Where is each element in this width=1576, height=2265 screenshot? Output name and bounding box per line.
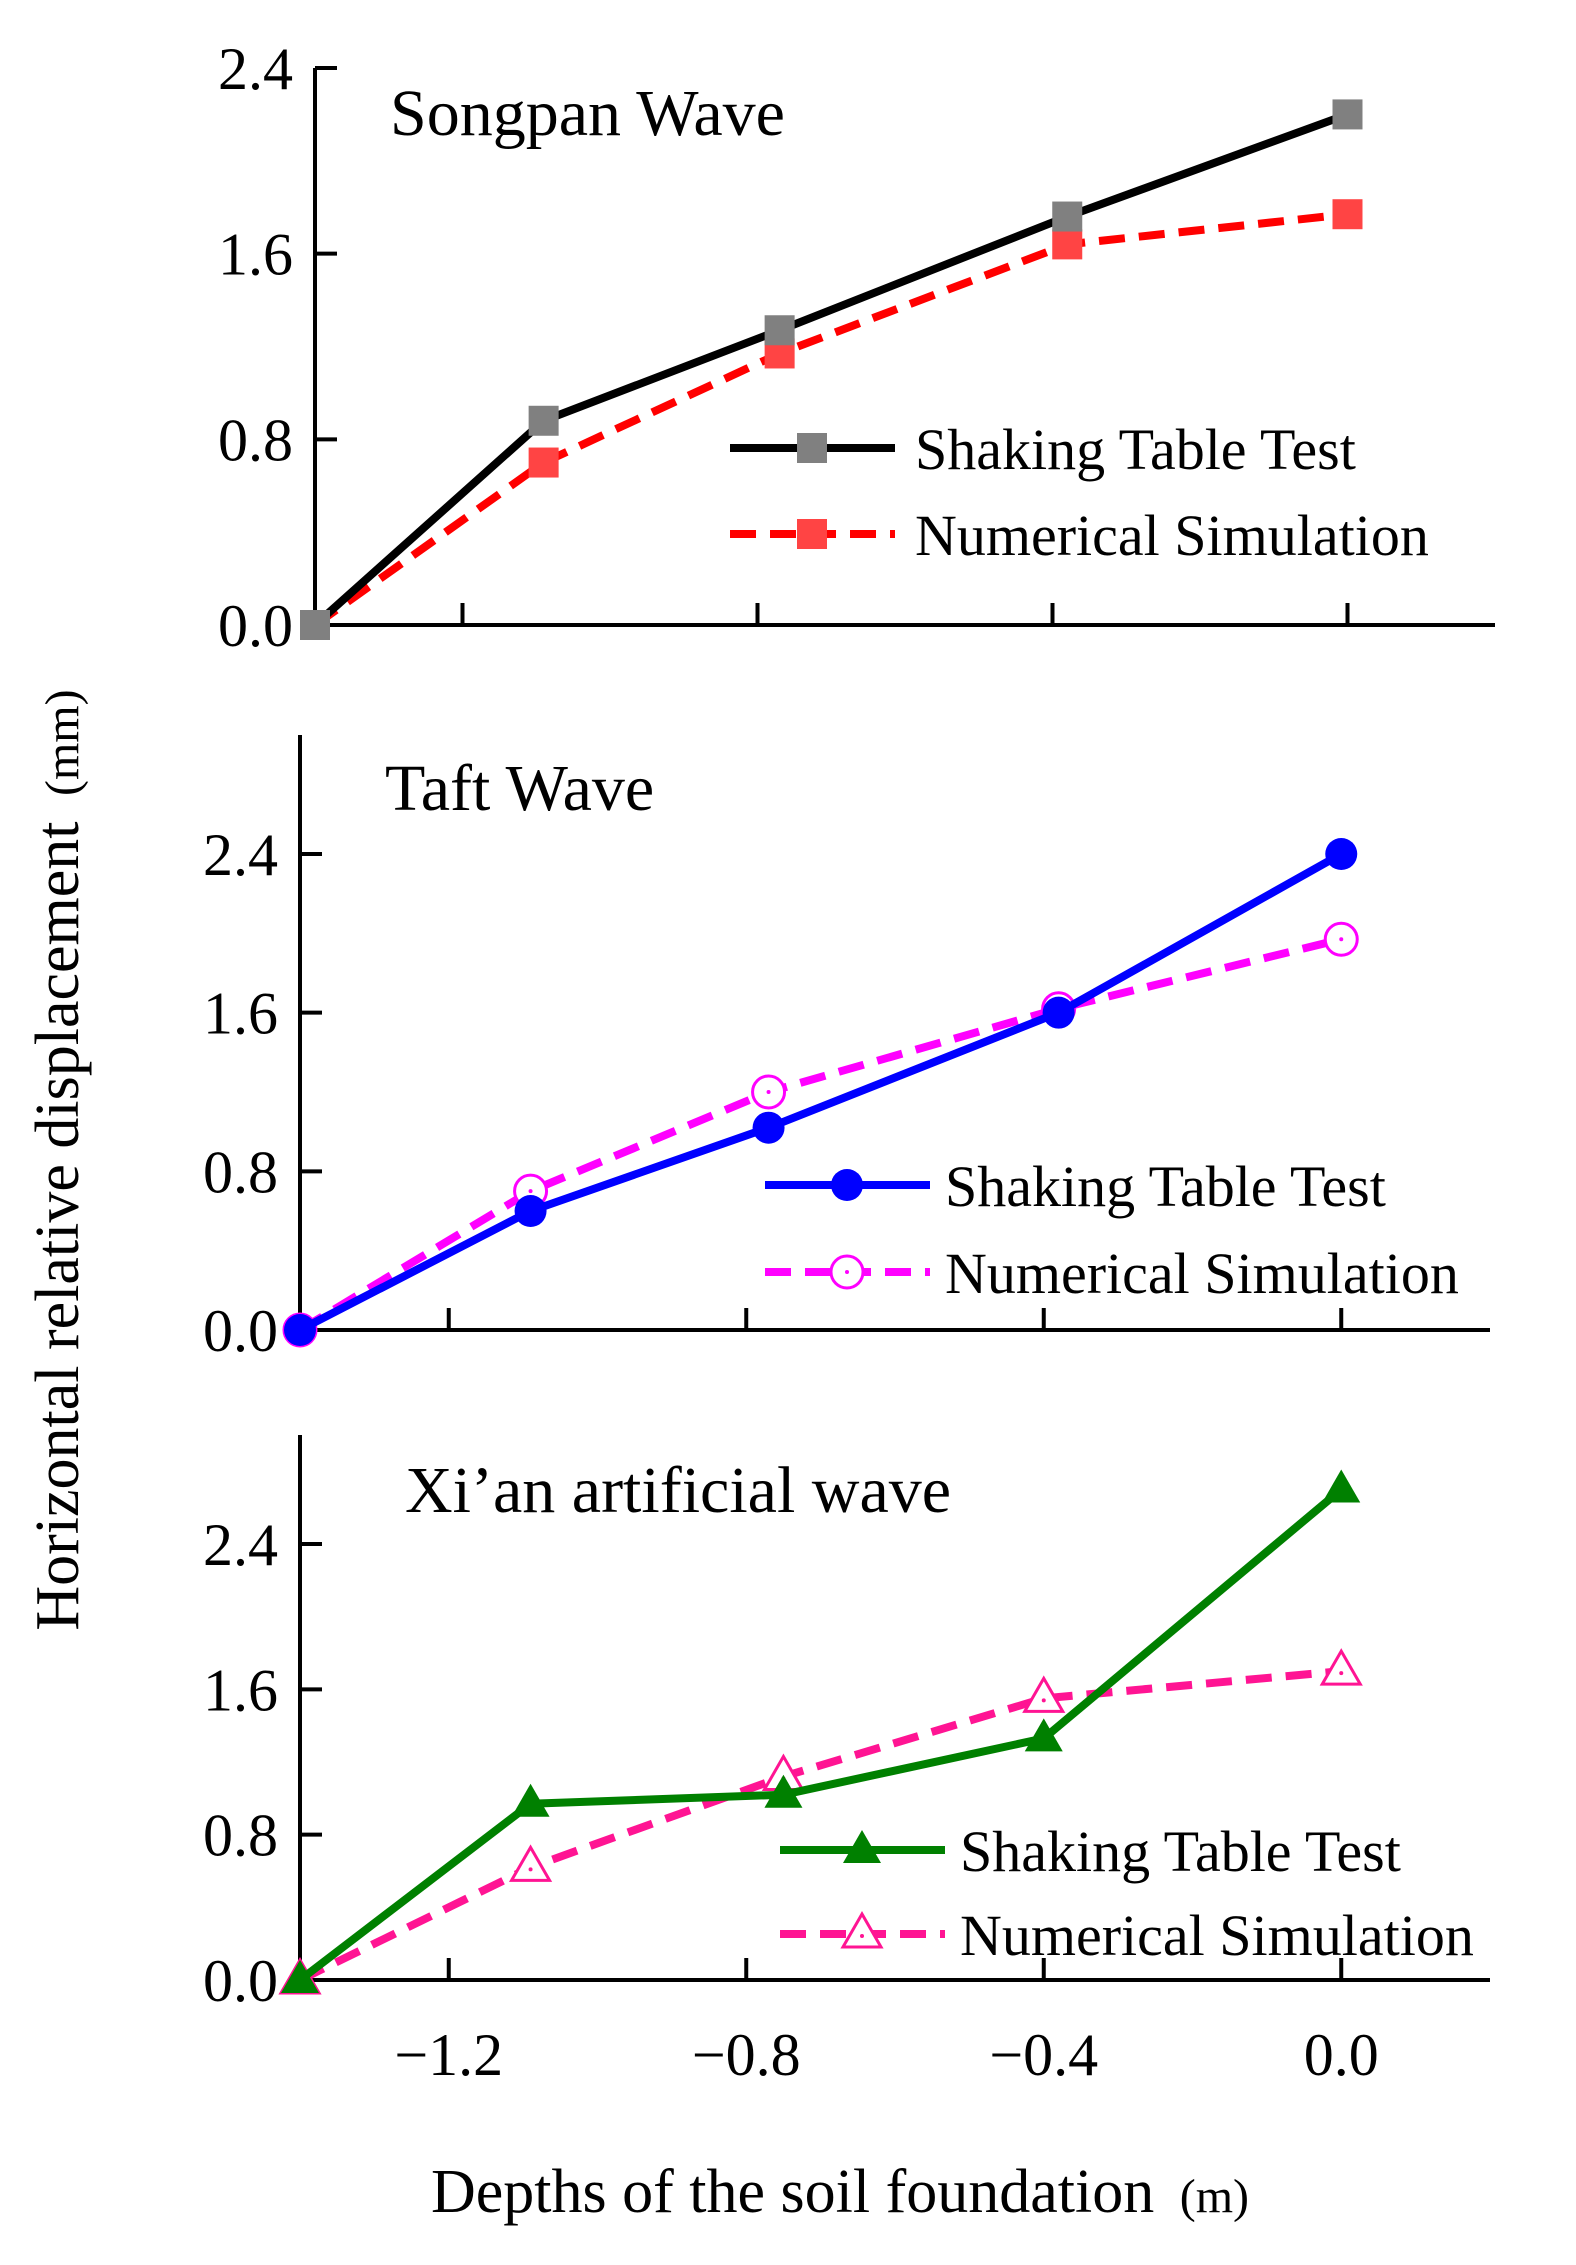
y-tick-label: 1.6 [203, 1657, 278, 1723]
x-tick-label: 0.0 [1304, 2022, 1379, 2088]
data-point [528, 405, 559, 436]
legend-label: Shaking Table Test [960, 1819, 1401, 1884]
data-point [1024, 1718, 1063, 1752]
legend: Shaking Table Test Numerical Simulation [730, 417, 1429, 568]
panel-title: Taft Wave [385, 752, 654, 825]
y-tick-label: 0.0 [203, 1298, 278, 1364]
data-point-dot [528, 1189, 533, 1194]
y-tick-label: 1.6 [218, 222, 293, 288]
data-point [1022, 1675, 1066, 1713]
legend-label: Shaking Table Test [945, 1154, 1386, 1219]
data-point-dot [1041, 1698, 1046, 1703]
panel-2: 0.0 0.8 1.6 2.4 Taft Wave Shaking Table Test N… [203, 735, 1490, 1364]
data-point [514, 1195, 547, 1227]
legend-label: Numerical Simulation [960, 1903, 1474, 1968]
data-point [1052, 201, 1083, 232]
x-tick-label: −0.4 [989, 2022, 1098, 2088]
y-tick-label: 0.8 [203, 1803, 278, 1869]
x-axis-label-text: Depths of the soil foundation [431, 2158, 1154, 2226]
y-tick-label: 2.4 [203, 1512, 278, 1578]
x-axis-label: Depths of the soil foundation (m) [431, 2158, 1249, 2226]
data-point [511, 1783, 550, 1817]
x-tick-label: −1.2 [394, 2022, 503, 2088]
data-point-dot [528, 1867, 533, 1872]
legend-marker [797, 519, 827, 549]
panels: 0.0 0.8 1.6 2.4 Songpan Wave Shaking Table Te… [203, 36, 1495, 2088]
panel-1: 0.0 0.8 1.6 2.4 Songpan Wave Shaking Table Te… [218, 36, 1495, 659]
data-point [1332, 199, 1363, 230]
data-point [281, 1960, 319, 1993]
legend: Shaking Table Test Numerical Simulation [780, 1819, 1474, 1968]
legend-label: Numerical Simulation [945, 1241, 1459, 1306]
y-tick-label: 0.0 [218, 593, 293, 659]
series-shaking-table-test [281, 1469, 1361, 1993]
legend: Shaking Table Test Numerical Simulation [765, 1154, 1459, 1306]
data-point [300, 610, 330, 640]
y-tick-label: 0.8 [203, 1139, 278, 1205]
panel-title: Songpan Wave [390, 77, 785, 150]
legend-label: Numerical Simulation [915, 503, 1429, 568]
legend-marker [843, 1830, 881, 1863]
data-point [1332, 99, 1363, 130]
y-tick-label: 2.4 [203, 822, 278, 888]
data-point [528, 447, 559, 478]
legend-marker-dot [845, 1270, 849, 1274]
data-point [1052, 229, 1083, 260]
y-tick-label: 1.6 [203, 981, 278, 1047]
y-tick-label: 0.0 [203, 1948, 278, 2014]
legend-marker [831, 1169, 863, 1201]
x-axis-label-unit: (m) [1180, 2170, 1249, 2223]
data-point [752, 1111, 785, 1144]
panel-title: Xi’an artificial wave [405, 1454, 951, 1527]
y-axis-label-unit: (mm) [36, 689, 89, 796]
y-tick-label: 2.4 [218, 36, 293, 102]
y-axis-label: Horizontal relative displacement (mm) [24, 689, 92, 1630]
data-point [284, 1314, 316, 1346]
data-point-dot [766, 1090, 771, 1094]
data-point-dot [1339, 1671, 1344, 1676]
panel-3: 0.0 0.8 1.6 2.4 −1.2 −0.8 −0.4 0.0 Xi’an artific… [203, 1435, 1490, 2088]
data-point [1325, 838, 1358, 870]
data-point [764, 1774, 803, 1808]
series-shaking-table-test [300, 99, 1363, 640]
data-point [508, 1844, 553, 1882]
y-axis-label-text: Horizontal relative displacement [24, 822, 92, 1631]
data-point [1042, 996, 1075, 1029]
data-point [1322, 1469, 1361, 1503]
x-tick-label: −0.8 [692, 2022, 801, 2088]
series-shaking-table-test [284, 838, 1358, 1346]
legend-marker [797, 433, 827, 463]
legend-marker-dot [860, 1934, 864, 1938]
data-point [1319, 1648, 1363, 1686]
data-point [764, 315, 795, 346]
legend-marker [840, 1910, 884, 1949]
y-tick-label: 0.8 [218, 407, 293, 473]
data-point-dot [1339, 937, 1344, 942]
legend-label: Shaking Table Test [915, 417, 1356, 482]
